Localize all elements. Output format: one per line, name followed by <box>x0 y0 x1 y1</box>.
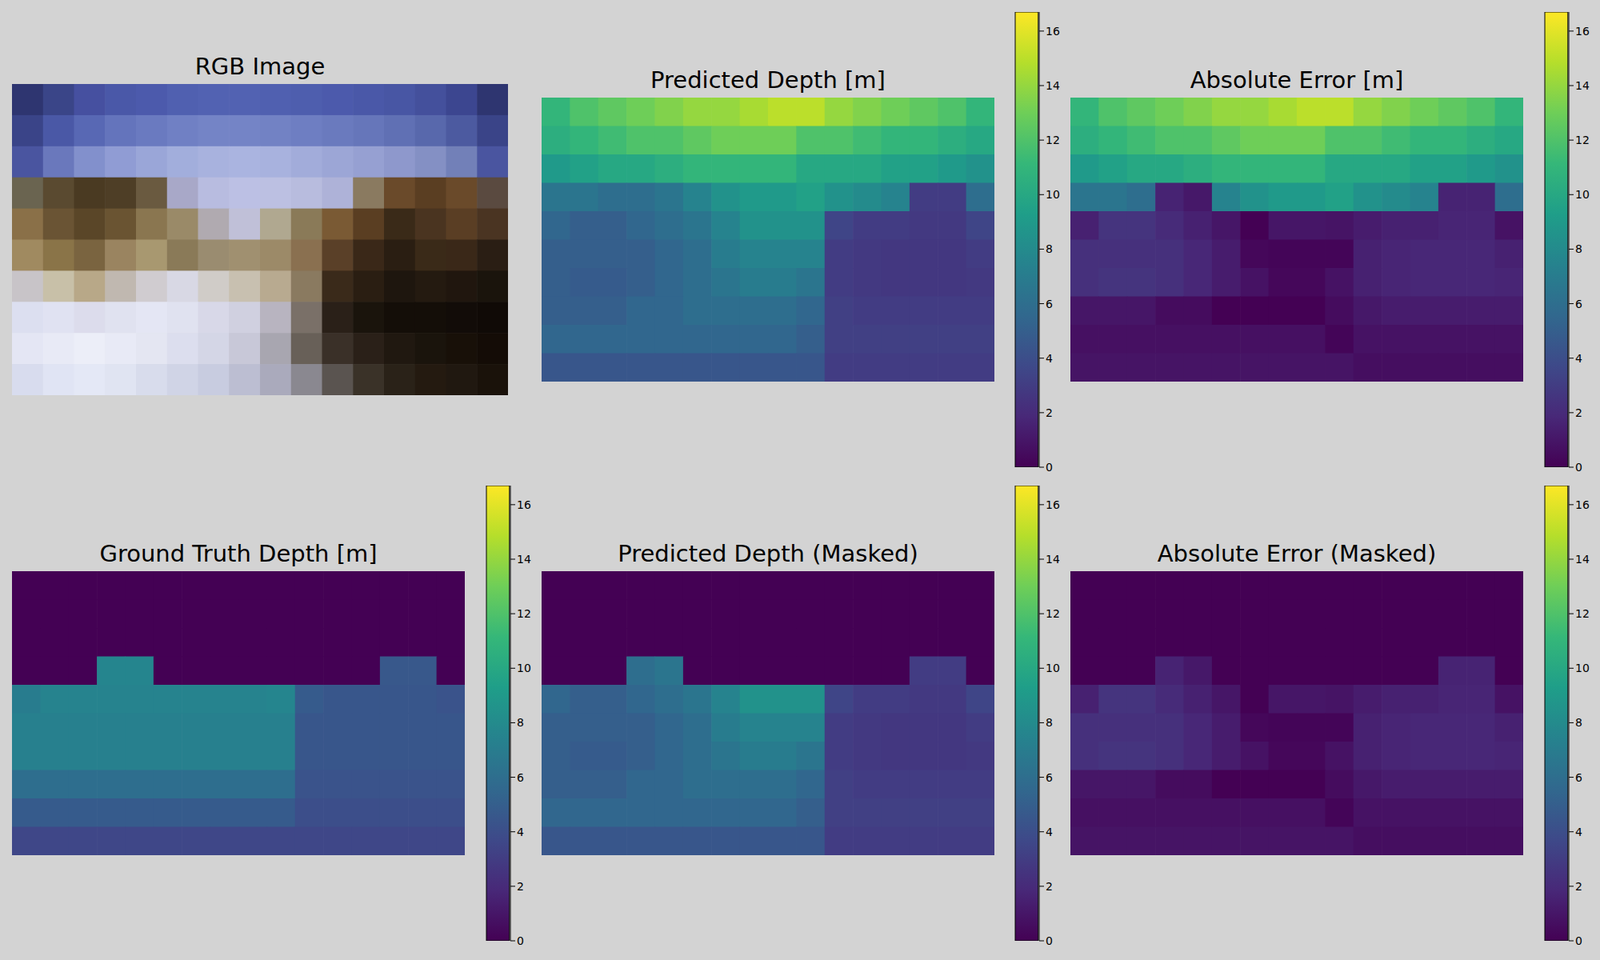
svg-text:6: 6 <box>516 771 524 784</box>
svg-text:6: 6 <box>1575 297 1583 311</box>
svg-text:10: 10 <box>1045 661 1060 675</box>
svg-text:10: 10 <box>1575 188 1590 201</box>
svg-text:16: 16 <box>1045 24 1060 38</box>
svg-text:6: 6 <box>1045 297 1053 311</box>
svg-text:4: 4 <box>1575 352 1583 365</box>
svg-text:12: 12 <box>1045 133 1060 147</box>
svg-text:8: 8 <box>1575 716 1583 729</box>
html-text:Absolute Error (Masked): Absolute Error (Masked) <box>1157 540 1437 568</box>
svg-text:0: 0 <box>1045 460 1053 474</box>
svg-text:0: 0 <box>1575 460 1583 474</box>
svg-text:4: 4 <box>1045 825 1053 839</box>
html-text:Predicted Depth [m]: Predicted Depth [m] <box>650 66 886 94</box>
svg-text:0: 0 <box>1575 934 1583 948</box>
svg-text:2: 2 <box>1045 880 1053 893</box>
svg-text:0: 0 <box>1045 934 1053 948</box>
html-text:Absolute Error [m]: Absolute Error [m] <box>1190 66 1404 94</box>
svg-text:10: 10 <box>1575 661 1590 675</box>
svg-text:8: 8 <box>516 716 524 729</box>
svg-text:2: 2 <box>1575 880 1583 893</box>
svg-text:4: 4 <box>1045 352 1053 365</box>
html-text:RGB Image: RGB Image <box>194 52 326 80</box>
svg-text:0: 0 <box>516 934 524 948</box>
svg-text:8: 8 <box>1575 242 1583 256</box>
svg-text:10: 10 <box>1045 188 1060 201</box>
svg-text:16: 16 <box>1575 498 1590 512</box>
svg-text:14: 14 <box>1045 552 1060 566</box>
svg-text:2: 2 <box>1575 406 1583 420</box>
svg-text:2: 2 <box>1045 406 1053 420</box>
svg-text:4: 4 <box>516 825 524 839</box>
svg-text:12: 12 <box>1045 607 1060 620</box>
svg-text:12: 12 <box>1575 607 1590 620</box>
svg-text:14: 14 <box>1045 79 1060 92</box>
svg-text:6: 6 <box>1045 771 1053 784</box>
html-text:Predicted Depth (Masked): Predicted Depth (Masked) <box>617 540 919 568</box>
svg-text:14: 14 <box>1575 79 1590 92</box>
svg-text:14: 14 <box>516 552 532 566</box>
svg-text:6: 6 <box>1575 771 1583 784</box>
svg-text:16: 16 <box>1575 24 1590 38</box>
svg-text:10: 10 <box>516 661 532 675</box>
svg-text:8: 8 <box>1045 716 1053 729</box>
svg-text:12: 12 <box>1575 133 1590 147</box>
svg-text:14: 14 <box>1575 552 1590 566</box>
svg-text:8: 8 <box>1045 242 1053 256</box>
svg-text:16: 16 <box>1045 498 1060 512</box>
svg-text:12: 12 <box>516 607 532 620</box>
html-text:Ground Truth Depth [m]: Ground Truth Depth [m] <box>99 540 378 568</box>
svg-text:4: 4 <box>1575 825 1583 839</box>
svg-text:2: 2 <box>516 880 524 893</box>
svg-text:16: 16 <box>516 498 532 512</box>
